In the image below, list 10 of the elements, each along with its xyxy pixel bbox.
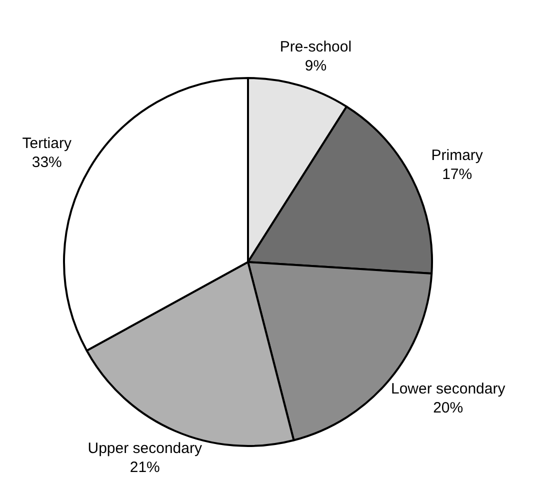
data-label: 21% [130,459,160,476]
slice-label: Upper secondary [88,440,202,458]
slice-label: Tertiary [22,135,72,152]
slice-label: Pre-school [280,38,352,56]
data-label: 9% [304,58,327,75]
data-label: 33% [32,154,62,172]
data-label: 20% [433,400,464,417]
slice-label: Primary [431,146,484,164]
slice-label: Lower secondary [390,380,506,398]
data-label: 17% [442,166,472,183]
